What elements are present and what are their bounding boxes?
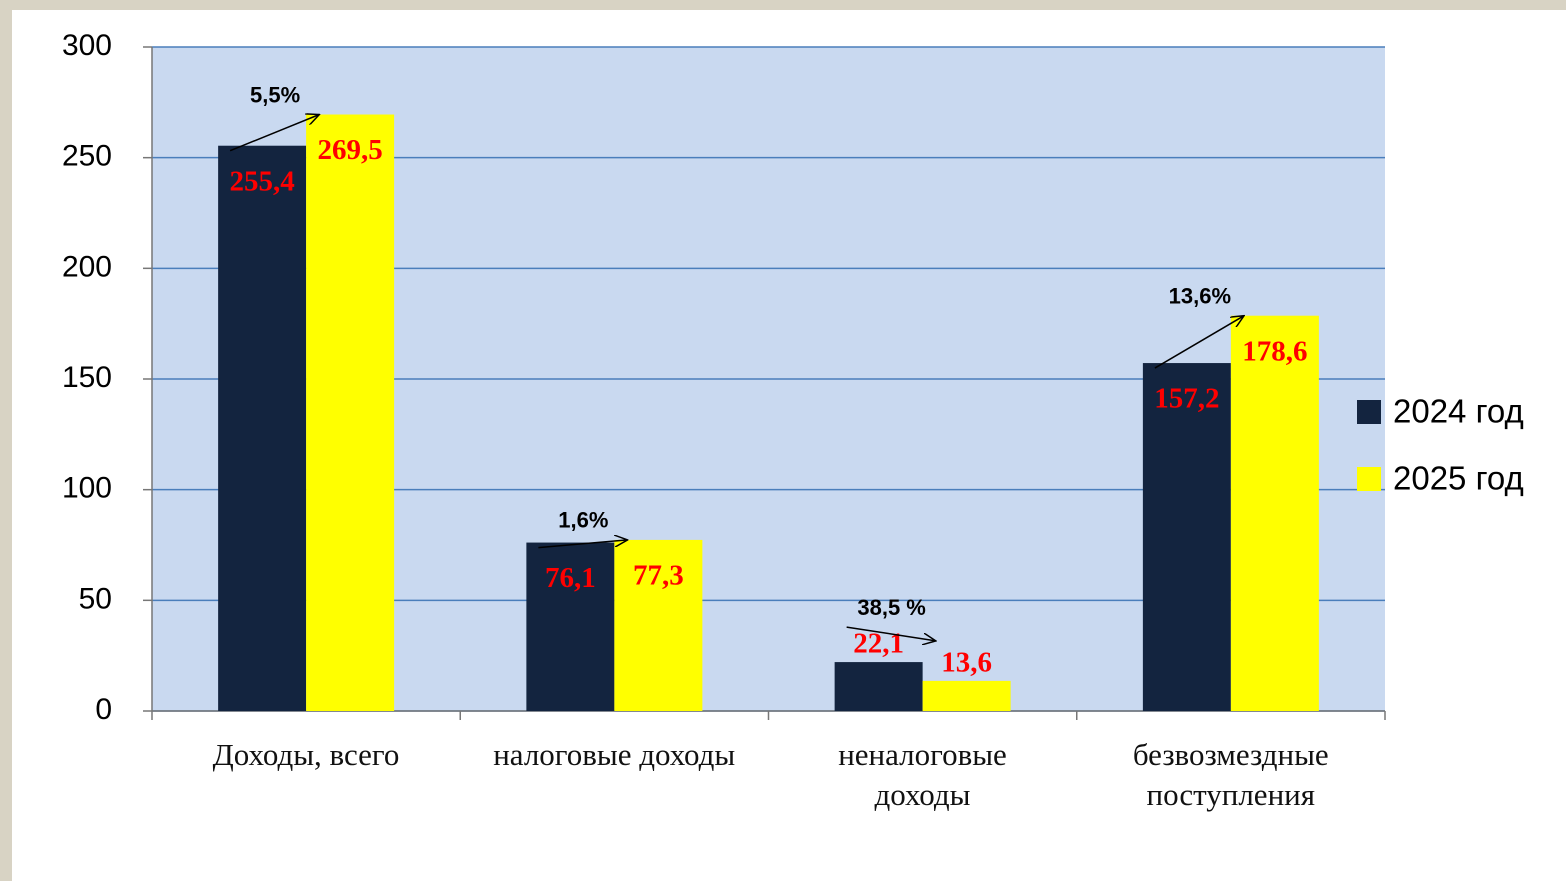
bar bbox=[526, 542, 615, 711]
data-label: 157,2 bbox=[1154, 383, 1219, 415]
y-tick-label: 300 bbox=[62, 29, 112, 62]
x-tick-label: неналоговые доходы bbox=[838, 737, 1007, 812]
bar bbox=[218, 145, 307, 711]
bar bbox=[614, 539, 703, 711]
legend-label: 2024 год bbox=[1393, 393, 1524, 430]
bar bbox=[834, 662, 923, 711]
bar bbox=[1142, 363, 1231, 711]
legend-label: 2025 год bbox=[1393, 460, 1524, 497]
data-label: 77,3 bbox=[633, 560, 684, 592]
bar bbox=[306, 114, 395, 712]
x-tick-label: Доходы, всего bbox=[212, 737, 400, 772]
data-label: 178,6 bbox=[1242, 335, 1307, 367]
data-label: 255,4 bbox=[230, 165, 295, 197]
annotation-arrow bbox=[1154, 316, 1244, 369]
annotation: 13,6% bbox=[1169, 284, 1231, 309]
annotation: 38,5 % bbox=[857, 595, 926, 620]
y-tick-label: 50 bbox=[79, 582, 112, 615]
x-tick-label: безвозмездные поступления bbox=[1132, 737, 1329, 812]
bar bbox=[1230, 315, 1319, 711]
annotation-arrow bbox=[538, 540, 627, 549]
legend-swatch bbox=[1357, 467, 1381, 491]
annotation-arrow bbox=[846, 626, 936, 641]
data-label: 76,1 bbox=[545, 562, 596, 594]
x-tick-label: налоговые доходы bbox=[493, 737, 736, 772]
y-tick-label: 0 bbox=[95, 693, 112, 726]
y-tick-label: 250 bbox=[62, 140, 112, 173]
bar bbox=[922, 680, 1011, 711]
annotation: 1,6% bbox=[558, 508, 608, 533]
data-label: 13,6 bbox=[941, 647, 992, 679]
y-tick-label: 100 bbox=[62, 472, 112, 505]
annotation-arrow bbox=[229, 115, 319, 152]
y-tick-label: 150 bbox=[62, 361, 112, 394]
data-label: 269,5 bbox=[318, 134, 383, 166]
annotation: 5,5% bbox=[250, 82, 300, 107]
legend-swatch bbox=[1357, 400, 1381, 424]
y-tick-label: 200 bbox=[62, 250, 112, 283]
data-label: 22,1 bbox=[853, 628, 904, 660]
